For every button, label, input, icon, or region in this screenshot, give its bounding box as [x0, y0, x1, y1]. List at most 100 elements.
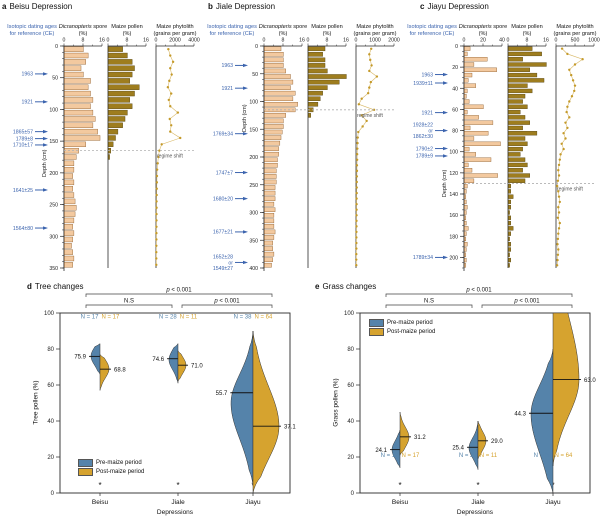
- svg-text:regime shift: regime shift: [157, 154, 183, 160]
- svg-text:1769±34: 1769±34: [213, 131, 233, 137]
- svg-text:1862±30: 1862±30: [413, 134, 433, 140]
- svg-text:500: 500: [571, 38, 580, 44]
- svg-text:N = 28 N = 11: N = 28 N = 11: [159, 314, 198, 320]
- svg-text:0: 0: [455, 44, 458, 50]
- column-header: Dicranopteris spore (%): [258, 24, 308, 37]
- column-header: Maize phytolith (grains per gram): [153, 24, 197, 37]
- panel-title-text: Tree changes: [34, 282, 84, 291]
- svg-text:37.1: 37.1: [284, 424, 296, 430]
- svg-text:100: 100: [249, 100, 258, 106]
- column-header: Maize phytolith (grains per gram): [553, 24, 597, 37]
- svg-text:regime shift: regime shift: [357, 113, 383, 119]
- svg-text:80: 80: [452, 129, 458, 135]
- svg-text:29.0: 29.0: [491, 439, 503, 445]
- svg-text:N = 17 N = 17: N = 17 N = 17: [381, 453, 420, 459]
- svg-text:300: 300: [249, 211, 258, 217]
- svg-text:0: 0: [51, 491, 55, 497]
- legend-row-pre: Pre-maize period: [369, 319, 435, 327]
- svg-text:60: 60: [347, 383, 354, 389]
- svg-text:31.2: 31.2: [414, 435, 426, 441]
- svg-text:p < 0.001: p < 0.001: [513, 299, 540, 305]
- panel-letter: a: [2, 2, 7, 11]
- panel-title-text: Jiale Depression: [215, 2, 276, 11]
- pre-maize-label: Pre-maize period: [96, 460, 142, 466]
- svg-text:180: 180: [449, 234, 458, 240]
- svg-text:20: 20: [347, 455, 354, 461]
- svg-text:Depth (cm): Depth (cm): [442, 169, 448, 197]
- depressions-axis-label: Depressions: [156, 509, 194, 516]
- svg-text:p < 0.001: p < 0.001: [213, 299, 240, 305]
- svg-text:N = 38 N = 64: N = 38 N = 64: [234, 314, 273, 320]
- panel-a-title: a Beisu Depression: [2, 2, 72, 11]
- svg-text:1680±20: 1680±20: [213, 196, 233, 202]
- svg-text:20: 20: [452, 65, 458, 71]
- svg-text:1789±8: 1789±8: [16, 136, 33, 142]
- svg-text:100: 100: [49, 107, 58, 113]
- svg-text:400: 400: [249, 266, 258, 272]
- svg-text:68.8: 68.8: [114, 367, 126, 373]
- svg-text:1790±2: 1790±2: [416, 146, 433, 152]
- svg-text:200: 200: [449, 255, 458, 261]
- svg-text:16: 16: [143, 38, 149, 44]
- svg-text:20: 20: [47, 455, 54, 461]
- svg-text:63.0: 63.0: [584, 378, 596, 384]
- panel-title-text: Grass changes: [322, 282, 377, 291]
- svg-text:N = 17 N = 17: N = 17 N = 17: [81, 314, 120, 320]
- depressions-axis-label: Depressions: [456, 509, 494, 516]
- svg-text:55.7: 55.7: [216, 391, 228, 397]
- svg-text:or: or: [228, 260, 233, 266]
- svg-text:1789±9: 1789±9: [416, 154, 433, 160]
- svg-text:200: 200: [249, 155, 258, 161]
- pre-maize-swatch: [78, 459, 93, 467]
- svg-text:*: *: [98, 481, 101, 490]
- svg-text:24.1: 24.1: [375, 448, 387, 454]
- panel-c: c Jiayu Depression 0 20 40 60 80 100 120 140 160 1…: [400, 0, 600, 278]
- svg-text:74.6: 74.6: [152, 357, 164, 363]
- svg-text:2000: 2000: [169, 38, 181, 44]
- svg-text:120: 120: [449, 171, 458, 177]
- svg-text:1564±80: 1564±80: [13, 226, 33, 232]
- svg-text:Depth (cm): Depth (cm): [42, 149, 48, 177]
- panel-a-chart: 0 50 100 150 200 250 300 350 Depth (cm) 1963 1921 1…: [13, 38, 200, 273]
- column-header: Dicranopteris spore (%): [458, 24, 508, 37]
- svg-text:80: 80: [47, 347, 54, 353]
- isotopic-ages-label: Isotopic dating ages for reference (CE): [7, 24, 57, 37]
- column-header: Maize pollen (%): [311, 24, 343, 37]
- svg-text:N = 28 N = 11: N = 28 N = 11: [459, 453, 498, 459]
- svg-text:250: 250: [49, 203, 58, 209]
- svg-text:16: 16: [99, 38, 105, 44]
- svg-text:regime shift: regime shift: [557, 186, 583, 192]
- svg-text:1963: 1963: [221, 63, 233, 69]
- svg-text:40: 40: [347, 419, 354, 425]
- svg-text:75.9: 75.9: [74, 355, 86, 361]
- svg-text:50: 50: [252, 72, 258, 78]
- svg-text:N = 38 N = 64: N = 38 N = 64: [534, 453, 573, 459]
- column-header: Maize pollen (%): [511, 24, 543, 37]
- svg-text:100: 100: [44, 311, 55, 317]
- isotopic-ages-label: Isotopic dating ages for reference (CE): [407, 24, 457, 37]
- svg-text:1710±17: 1710±17: [13, 143, 33, 149]
- panel-e: e Grass changes Grass pollen (%) Depressi…: [300, 278, 600, 518]
- svg-text:1963: 1963: [21, 72, 33, 78]
- svg-text:Jiayu: Jiayu: [545, 499, 561, 506]
- legend-row-post: Post-maize period: [369, 328, 435, 336]
- svg-text:71.0: 71.0: [191, 363, 203, 369]
- svg-text:1747±7: 1747±7: [216, 170, 233, 176]
- legend-tree: Pre-maize period Post-maize period: [78, 459, 144, 477]
- svg-text:*: *: [176, 481, 179, 490]
- svg-text:1789±34: 1789±34: [413, 255, 433, 261]
- pre-maize-label: Pre-maize period: [387, 320, 433, 326]
- svg-text:1939±11: 1939±11: [413, 81, 433, 87]
- svg-text:0: 0: [307, 38, 310, 44]
- column-header: Maize pollen (%): [111, 24, 143, 37]
- svg-text:1677±21: 1677±21: [213, 230, 233, 236]
- svg-text:1865±57: 1865±57: [13, 129, 33, 135]
- svg-text:1921: 1921: [421, 110, 433, 116]
- svg-text:Jiayu: Jiayu: [245, 499, 261, 506]
- svg-text:1921: 1921: [21, 100, 33, 106]
- svg-text:0: 0: [507, 38, 510, 44]
- svg-text:8: 8: [526, 38, 529, 44]
- svg-text:300: 300: [49, 234, 58, 240]
- svg-text:1921: 1921: [221, 86, 233, 92]
